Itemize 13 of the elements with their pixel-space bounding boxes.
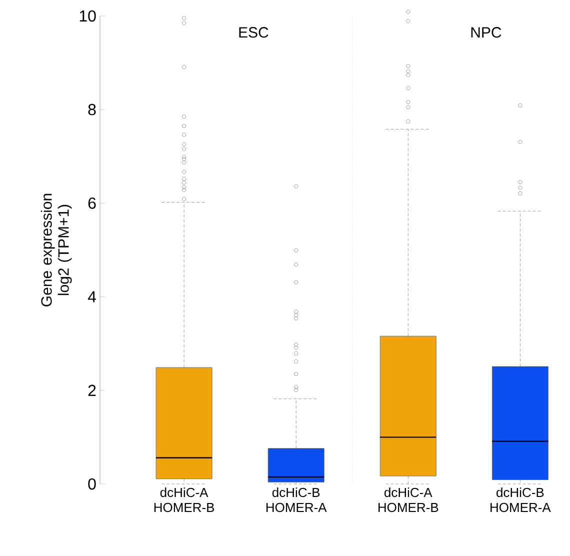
y-tick-label: 10 xyxy=(80,10,96,22)
x-tick-label: dcHiC-A HOMER-B xyxy=(378,488,438,512)
annotation: ESC xyxy=(239,27,268,38)
y-tick-label: 4 xyxy=(88,291,96,302)
annotation: NPC xyxy=(471,27,502,38)
y-tick-label: 0 xyxy=(88,478,96,490)
y-tick-label: 2 xyxy=(88,384,96,396)
x-tick-label: dcHiC-B HOMER-A xyxy=(266,488,327,512)
y-tick-label: 8 xyxy=(88,104,96,116)
y-axis-title: Gene expression log2 (TPM+1) xyxy=(40,194,72,306)
y-tick-label: 6 xyxy=(88,198,96,209)
x-tick-label: dcHiC-B HOMER-A xyxy=(490,488,551,512)
x-tick-label: dcHiC-A HOMER-B xyxy=(154,488,214,512)
